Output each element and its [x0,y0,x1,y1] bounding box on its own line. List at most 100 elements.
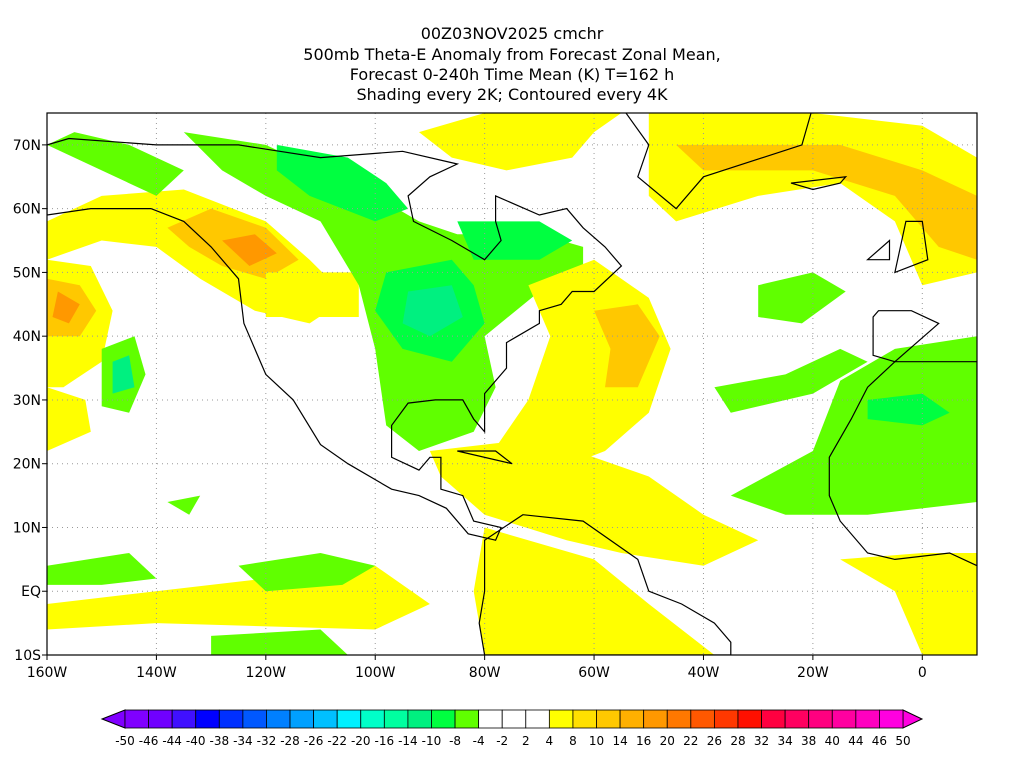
lon-tick-label: 100W [355,665,396,681]
shaded-region [840,553,977,655]
colorbar-swatch [525,709,550,729]
title-line-2: 500mb Theta-E Anomaly from Forecast Zona… [303,45,721,64]
shaded-region [52,291,80,324]
colorbar-label: -2 [496,734,508,748]
colorbar-swatch [171,709,197,729]
shaded-region [419,113,622,171]
map-frame [46,112,978,656]
colorbar-label: -8 [449,734,461,748]
colorbar-label: -26 [304,734,324,748]
colorbar-label: -4 [473,734,485,748]
colorbar-label: 10 [589,734,604,748]
colorbar-swatch [266,709,291,729]
colorbar-swatch [784,709,810,729]
shaded-region [265,272,359,317]
title-line-1: 00Z03NOV2025 cmchr [420,24,604,43]
colorbar-label: 8 [569,734,577,748]
colorbar-swatch [336,709,362,729]
colorbar-label: -50 [115,734,135,748]
lon-tick-label: 60W [578,665,610,681]
lon-tick-label: 80W [469,665,501,681]
colorbar-swatch [195,709,220,729]
colorbar-swatch [548,709,574,729]
shaded-region [276,144,409,222]
lat-tick-label: 10S [14,648,41,664]
colorbar-low-arrow [100,709,126,729]
coastline [866,239,891,261]
colorbar-high-arrow [902,709,924,729]
lat-tick-label: 30N [13,393,41,409]
colorbar-swatch [478,709,503,729]
lon-tick-label: 160W [27,665,68,681]
colorbar-label: 46 [872,734,887,748]
colorbar-swatch [242,709,267,729]
lat-tick-label: EQ [21,584,41,600]
colorbar-swatch [713,709,739,729]
lat-tick-label: 50N [13,265,41,281]
colorbar-swatch [855,709,880,729]
shaded-region [47,553,157,585]
lat-tick-label: 60N [13,202,41,218]
colorbar-label: 40 [825,734,840,748]
colorbar-swatch [360,709,385,729]
colorbar-swatch [454,709,480,729]
colorbar-swatch [572,709,597,729]
colorbar-swatch [289,709,315,729]
shaded-region [730,336,977,515]
coastline [457,450,513,465]
colorbar-label: 50 [895,734,910,748]
colorbar-swatch [596,709,621,729]
shaded-region [167,495,201,515]
lon-tick-label: 20W [797,665,829,681]
colorbar-swatch [383,709,409,729]
shaded-region [714,348,868,413]
colorbar-swatch [124,709,149,729]
colorbar-label: 2 [522,734,530,748]
colorbar-label: -40 [186,734,206,748]
coastline [478,514,732,655]
colorbar-label: -14 [398,734,418,748]
shaded-region [676,144,977,260]
colorbar-label: 16 [636,734,651,748]
colorbar-swatch [643,709,668,729]
colorbar-label: -22 [327,734,347,748]
colorbar-label: -32 [257,734,277,748]
coastline [894,220,929,274]
shaded-region [429,438,759,566]
colorbar-label: -20 [351,734,371,748]
title-line-4: Shading every 2K; Contoured every 4K [356,85,668,104]
lat-tick-label: 20N [13,457,41,473]
colorbar-label: -46 [139,734,159,748]
colorbar-swatch [761,709,786,729]
colorbar-label: 38 [801,734,816,748]
shaded-region [402,285,463,337]
colorbar-label: 32 [754,734,769,748]
colorbar-swatch [619,709,645,729]
colorbar-label: -28 [280,734,300,748]
colorbar-label: 26 [707,734,722,748]
colorbar-label: 22 [683,734,698,748]
shaded-region [867,393,950,426]
lon-tick-label: 120W [246,665,287,681]
colorbar-swatch [690,709,715,729]
colorbar-swatch [879,709,904,729]
title-line-3: Forecast 0-240h Time Mean (K) T=162 h [349,65,675,84]
colorbar-swatch [831,709,857,729]
shaded-region [594,304,660,388]
coastline [828,361,977,567]
colorbar-label: -44 [162,734,182,748]
colorbar-swatch [666,709,692,729]
shaded-region [758,272,846,324]
colorbar-label: -38 [209,734,229,748]
lon-tick-label: 140W [136,665,177,681]
colorbar-swatch [808,709,833,729]
colorbar-swatch [313,709,338,729]
colorbar-swatch [148,709,173,729]
colorbar-label: 28 [730,734,745,748]
colorbar-swatch [737,709,762,729]
coastline [872,310,940,363]
shaded-region [47,387,91,451]
colorbar-swatch [407,709,432,729]
shaded-region [112,355,135,394]
